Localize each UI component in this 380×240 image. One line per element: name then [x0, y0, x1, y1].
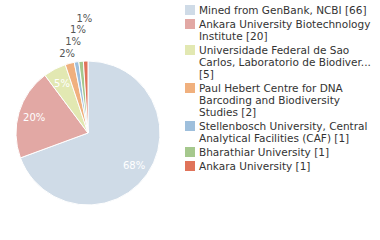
svg-text:1%: 1%: [76, 13, 92, 24]
svg-text:68%: 68%: [123, 160, 145, 171]
svg-text:1%: 1%: [70, 24, 86, 35]
html-text:Ankara University [1]: Ankara University [1]: [199, 160, 311, 172]
svg-text:2%: 2%: [59, 48, 75, 59]
svg-text:20%: 20%: [23, 112, 45, 123]
html-text:Universidade Federal de Sao Ca: Universidade Federal de Sao Carlos, Labo…: [199, 44, 371, 80]
svg-text:1%: 1%: [65, 36, 81, 47]
html-text:Stellenbosch University, Centr: Stellenbosch University, Central Analyti…: [199, 120, 368, 144]
html-text:Bharathiar University [1]: Bharathiar University [1]: [199, 146, 329, 158]
html-text:Mined from GenBank, NCBI [66]: Mined from GenBank, NCBI [66]: [199, 4, 367, 16]
html-text:Paul Hebert Centre for DNA Bar: Paul Hebert Centre for DNA Barcoding and…: [199, 82, 343, 118]
html-text:Ankara University Biotechnolog: Ankara University Biotechnology Institut…: [199, 18, 371, 42]
svg-text:5%: 5%: [54, 78, 70, 89]
